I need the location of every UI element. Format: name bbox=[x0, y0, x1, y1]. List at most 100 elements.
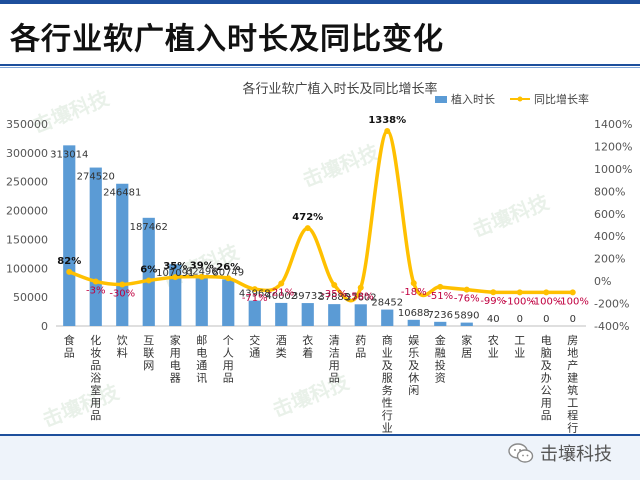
line-point bbox=[92, 278, 99, 285]
category-label: 工业 bbox=[514, 334, 525, 360]
brand-name: 击壤科技 bbox=[540, 444, 612, 465]
growth-rate-label: 6% bbox=[140, 264, 157, 275]
y-right-tick-label: 0% bbox=[594, 275, 611, 288]
y-right-tick-label: 800% bbox=[594, 185, 625, 198]
growth-rate-label: 39% bbox=[190, 261, 214, 272]
growth-rate-label: -76% bbox=[454, 294, 480, 305]
line-point bbox=[569, 289, 576, 296]
bar bbox=[195, 278, 208, 326]
line-series bbox=[66, 127, 576, 303]
growth-rate-label: -21% bbox=[268, 287, 294, 298]
chart-title: 各行业软广植入时长及同比增长率 bbox=[242, 81, 437, 97]
legend-bar-swatch bbox=[435, 96, 447, 103]
category-label: 药品 bbox=[355, 334, 366, 360]
bar-value-label: 313014 bbox=[50, 149, 88, 160]
y-left-tick-label: 150000 bbox=[6, 233, 48, 246]
bar-value-label: 40002 bbox=[265, 291, 297, 302]
line-point bbox=[516, 289, 523, 296]
bar bbox=[381, 309, 394, 326]
legend-line-label: 同比增长率 bbox=[534, 92, 589, 106]
category-label: 房地产建筑工程行业 bbox=[567, 334, 578, 434]
line-point bbox=[463, 286, 470, 293]
bar bbox=[89, 167, 102, 326]
line-point bbox=[543, 289, 550, 296]
growth-rate-label: 35% bbox=[163, 261, 187, 272]
title-divider bbox=[0, 64, 640, 66]
category-label: 清洁用品 bbox=[329, 334, 340, 385]
title-band bbox=[0, 4, 640, 68]
bar-value-label: 274520 bbox=[77, 172, 115, 183]
line-point bbox=[119, 281, 126, 288]
bar-value-label: 80749 bbox=[212, 267, 244, 278]
bar bbox=[142, 217, 155, 326]
bar bbox=[169, 264, 182, 326]
bar-value-label: 37885 bbox=[318, 292, 350, 303]
axes: 0 50000 100000 150000 200000 250000 300000 3500… bbox=[6, 118, 632, 333]
growth-rate-label: -30% bbox=[109, 288, 135, 299]
category-label: 酒类 bbox=[276, 334, 287, 360]
bar-series bbox=[63, 145, 500, 326]
line-point bbox=[172, 274, 179, 281]
category-label: 交通 bbox=[249, 333, 260, 360]
bar bbox=[248, 300, 261, 326]
y-right-tick-label: 600% bbox=[594, 208, 625, 221]
line-point bbox=[304, 225, 311, 232]
y-right-tick-label: 400% bbox=[594, 230, 625, 243]
line-point bbox=[384, 127, 391, 134]
growth-rate-label: -71% bbox=[242, 293, 268, 304]
y-left-tick-label: 250000 bbox=[6, 176, 48, 189]
legend-bar-label: 植入时长 bbox=[451, 92, 495, 106]
legend-line-marker bbox=[517, 96, 523, 102]
line-point bbox=[145, 277, 152, 284]
bar-value-label: 39732 bbox=[292, 291, 324, 302]
growth-rate-label: -35% bbox=[321, 289, 347, 300]
line-point bbox=[490, 289, 497, 296]
y-left-tick-label: 200000 bbox=[6, 205, 48, 218]
bar-value-label: 0 bbox=[570, 314, 576, 325]
line-point bbox=[198, 273, 205, 280]
line-point bbox=[278, 280, 285, 287]
top-accent-bar bbox=[0, 0, 640, 4]
growth-rate-label: -58% bbox=[348, 292, 374, 303]
growth-rate-label: 1338% bbox=[368, 115, 406, 126]
brand-logo: 击壤科技 bbox=[508, 440, 612, 466]
bar-value-label: 0 bbox=[543, 314, 549, 325]
category-label: 农业 bbox=[488, 333, 499, 360]
category-label: 金融投资 bbox=[435, 333, 446, 385]
y-right-tick-label: 1000% bbox=[594, 163, 632, 176]
bar-value-label: 43968 bbox=[239, 289, 271, 300]
bar-value-label: 0 bbox=[517, 314, 523, 325]
line-point bbox=[357, 284, 364, 291]
category-label: 家用电器 bbox=[170, 333, 181, 385]
growth-rate-label: 472% bbox=[292, 212, 323, 223]
y-right-tick-label: 1400% bbox=[594, 118, 632, 131]
y-right-tick-label: 1200% bbox=[594, 140, 632, 153]
dual-axis-chart: 各行业软广植入时长及同比增长率 植入时长 同比增长率 0 50000 100000 1… bbox=[6, 81, 632, 434]
bar-value-label: 82496 bbox=[186, 266, 218, 277]
y-right-tick-label: -200% bbox=[594, 298, 629, 311]
bar-value-label: 10688 bbox=[398, 308, 430, 319]
category-label: 个人用品 bbox=[223, 334, 234, 385]
category-label: 饮料 bbox=[117, 334, 128, 360]
growth-rate-label: -100% bbox=[557, 296, 589, 307]
growth-rate-label: -100% bbox=[530, 296, 562, 307]
bar-value-label: 7236 bbox=[428, 310, 453, 321]
bar-value-label: 5890 bbox=[454, 311, 479, 322]
bar bbox=[328, 304, 341, 326]
line-point bbox=[66, 268, 73, 275]
bar-value-label: 246481 bbox=[103, 188, 141, 199]
bar bbox=[434, 321, 447, 326]
y-left-tick-label: 100000 bbox=[6, 262, 48, 275]
line-point bbox=[437, 283, 444, 290]
slide-title: 各行业软广植入时长及同比变化 bbox=[10, 22, 444, 57]
category-label: 娱乐及休闲 bbox=[408, 333, 419, 397]
y-right-tick-label: -400% bbox=[594, 320, 629, 333]
line-point bbox=[410, 280, 417, 287]
bar-value-label: 40 bbox=[487, 314, 500, 325]
data-labels: 313014 274520 246481 187462 1070918249680749… bbox=[50, 115, 589, 325]
y-left-tick-label: 50000 bbox=[13, 291, 48, 304]
footer-divider bbox=[0, 434, 640, 436]
category-label: 邮电通讯 bbox=[196, 334, 207, 385]
bar bbox=[301, 303, 314, 326]
